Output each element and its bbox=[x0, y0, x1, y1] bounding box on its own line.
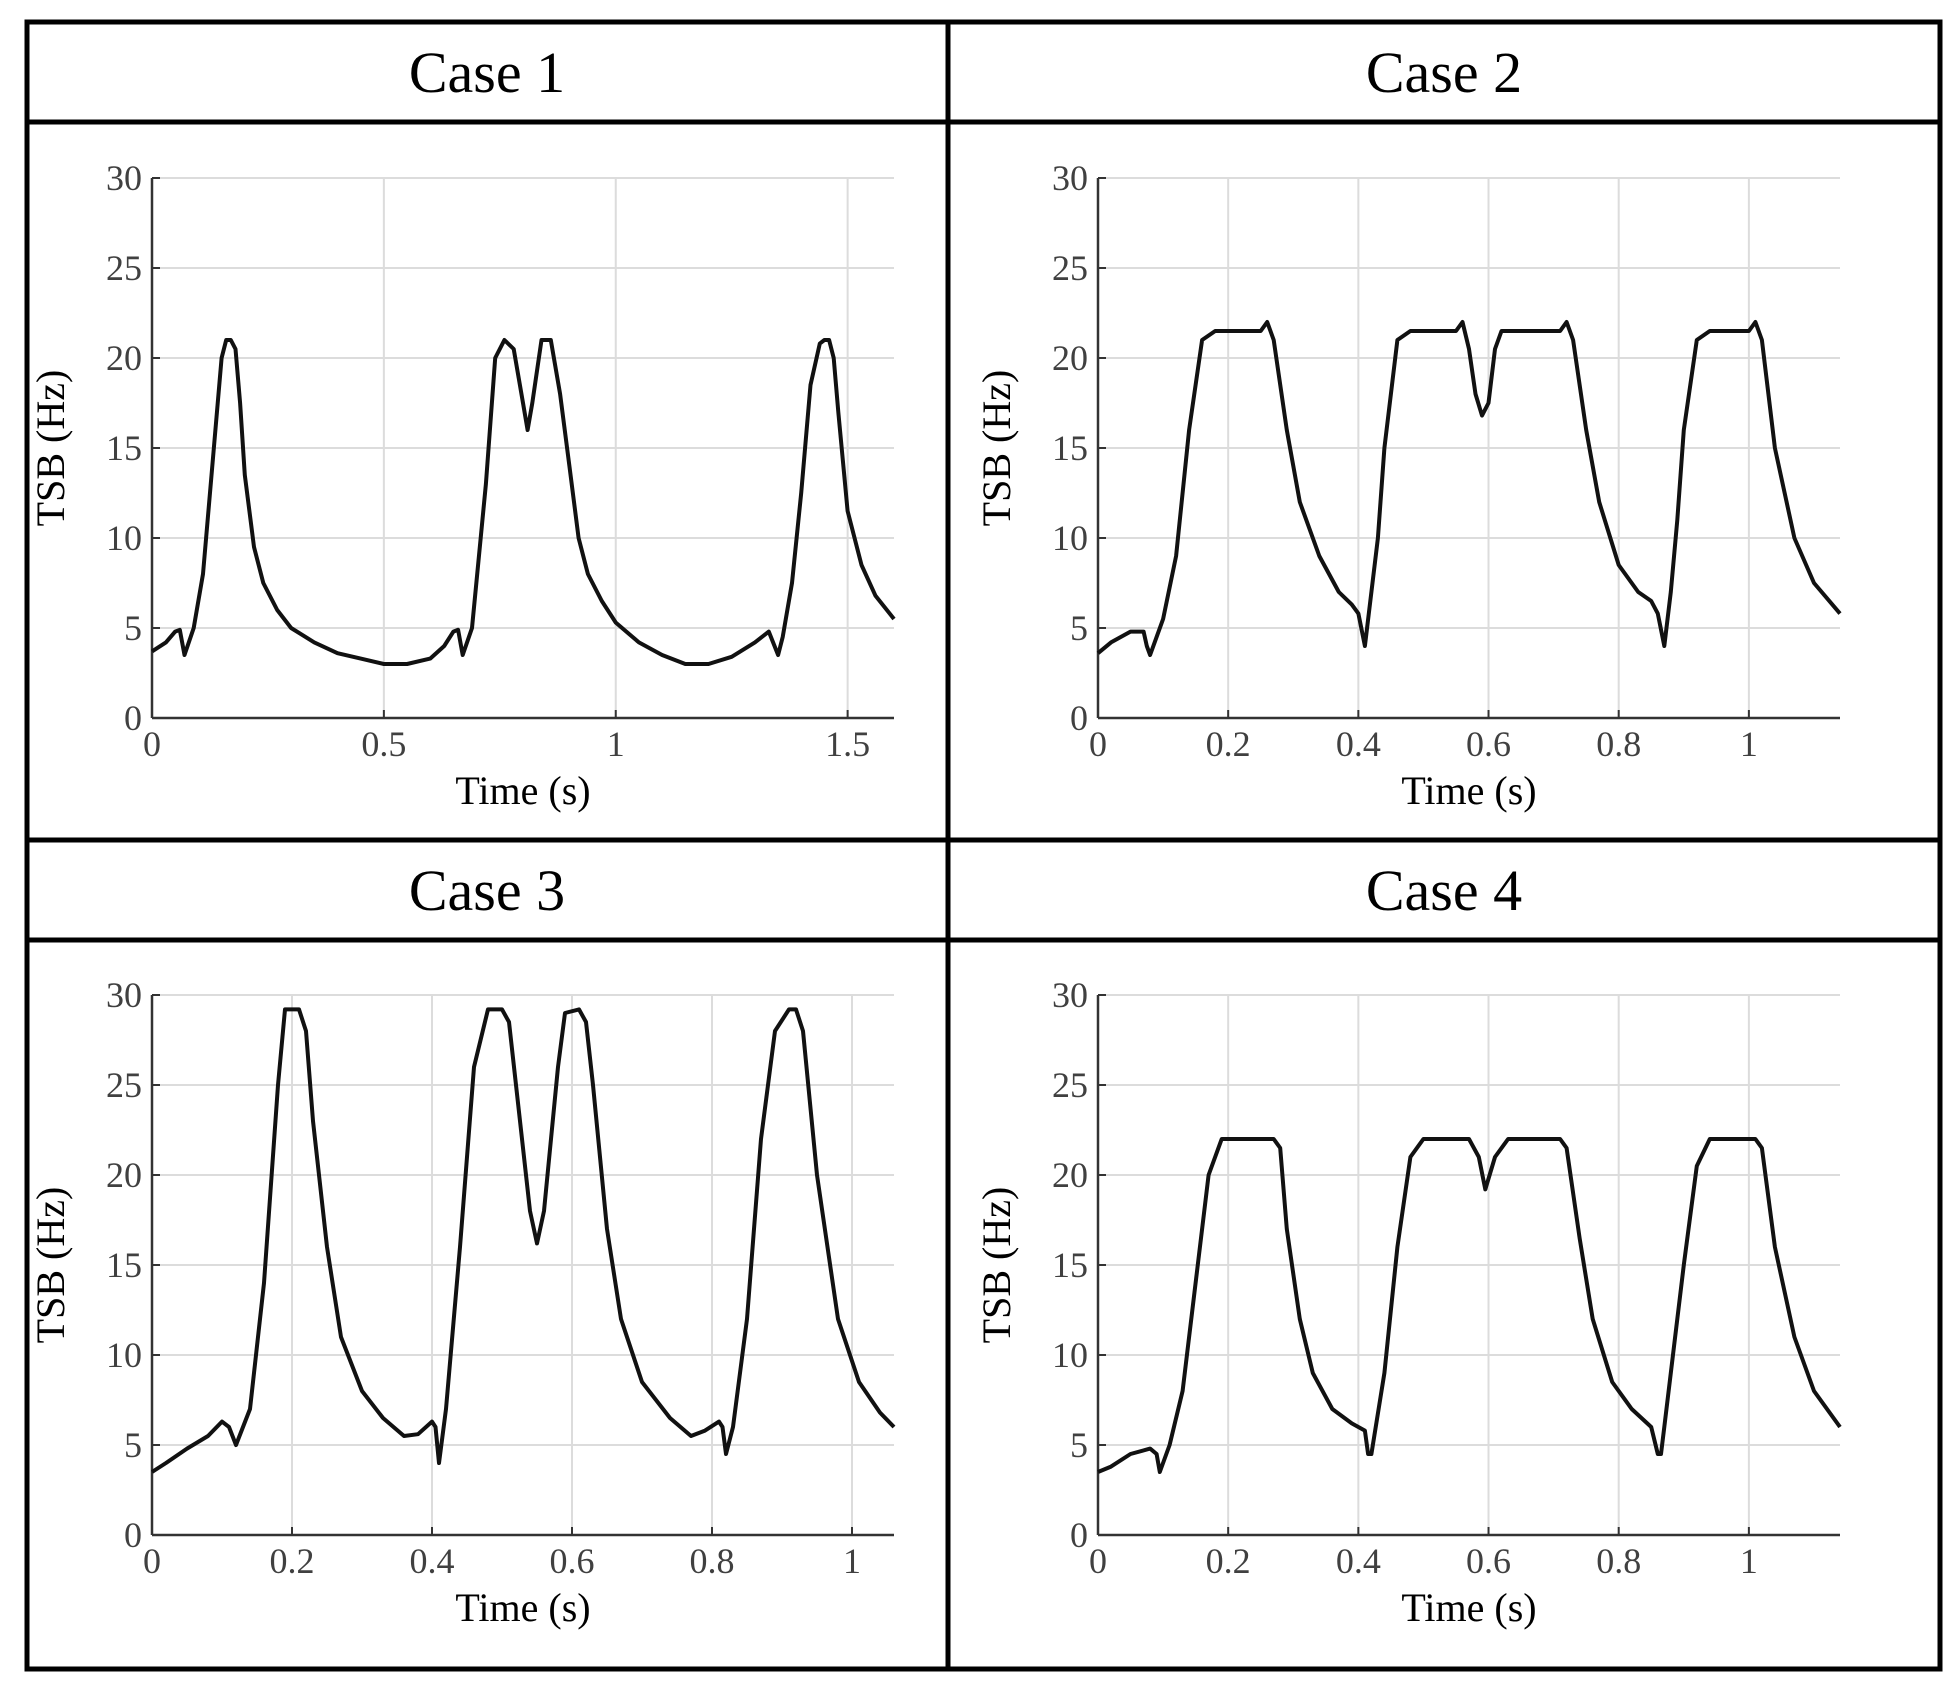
case3-x-axis-label: Time (s) bbox=[455, 1585, 590, 1630]
case1-x-axis-label: Time (s) bbox=[455, 768, 590, 813]
case2-y-tick-label: 0 bbox=[1070, 698, 1088, 738]
case2-y-tick-label: 15 bbox=[1052, 428, 1088, 468]
case1-x-tick-label: 0 bbox=[143, 724, 161, 764]
case3-x-tick-label: 1 bbox=[843, 1541, 861, 1581]
case1-y-tick-label: 15 bbox=[106, 428, 142, 468]
case3-x-tick-label: 0.4 bbox=[410, 1541, 455, 1581]
case1-x-tick-label: 1.5 bbox=[825, 724, 870, 764]
case4-y-axis-label: TSB (Hz) bbox=[974, 1187, 1019, 1344]
case2-y-tick-label: 10 bbox=[1052, 518, 1088, 558]
case3-x-tick-label: 0 bbox=[143, 1541, 161, 1581]
case4-x-axis-label: Time (s) bbox=[1401, 1585, 1536, 1630]
case2-series-line bbox=[1096, 320, 1842, 657]
case4-x-tick-label: 0.8 bbox=[1596, 1541, 1641, 1581]
case1-series-line bbox=[150, 338, 896, 666]
case1-y-tick-label: 20 bbox=[106, 338, 142, 378]
case2-x-tick-label: 0.2 bbox=[1206, 724, 1251, 764]
case4-y-tick-label: 30 bbox=[1052, 975, 1088, 1015]
case2-x-tick-label: 0.6 bbox=[1466, 724, 1511, 764]
case2-x-tick-label: 1 bbox=[1740, 724, 1758, 764]
case3-y-tick-label: 5 bbox=[124, 1425, 142, 1465]
case2-x-axis-label: Time (s) bbox=[1401, 768, 1536, 813]
case2-title: Case 2 bbox=[1366, 40, 1522, 105]
case4-x-tick-label: 0.4 bbox=[1336, 1541, 1381, 1581]
case2-x-tick-label: 0.8 bbox=[1596, 724, 1641, 764]
case1-title: Case 1 bbox=[409, 40, 565, 105]
case4-series-line bbox=[1097, 1137, 1842, 1474]
outer-frame bbox=[24, 19, 1943, 1672]
case4-y-tick-label: 25 bbox=[1052, 1065, 1088, 1105]
case2-y-tick-label: 25 bbox=[1052, 248, 1088, 288]
case4-x-tick-label: 0.2 bbox=[1206, 1541, 1251, 1581]
case1-y-axis-label: TSB (Hz) bbox=[28, 370, 73, 527]
case1-x-tick-label: 0.5 bbox=[361, 724, 406, 764]
case3-y-tick-label: 25 bbox=[106, 1065, 142, 1105]
case3-y-tick-label: 30 bbox=[106, 975, 142, 1015]
case3-title: Case 3 bbox=[409, 858, 565, 923]
case3-y-tick-label: 0 bbox=[124, 1515, 142, 1555]
case4-x-tick-label: 0 bbox=[1089, 1541, 1107, 1581]
case3-series-line bbox=[150, 1007, 896, 1474]
case4-title: Case 4 bbox=[1366, 858, 1522, 923]
case2-y-tick-label: 30 bbox=[1052, 158, 1088, 198]
case3-x-tick-label: 0.8 bbox=[690, 1541, 735, 1581]
case3-x-tick-label: 0.2 bbox=[270, 1541, 315, 1581]
case4-y-tick-label: 5 bbox=[1070, 1425, 1088, 1465]
case2-y-tick-label: 20 bbox=[1052, 338, 1088, 378]
case1-x-tick-label: 1 bbox=[607, 724, 625, 764]
case4-x-tick-label: 1 bbox=[1740, 1541, 1758, 1581]
case3-y-axis-label: TSB (Hz) bbox=[28, 1187, 73, 1344]
case2-x-tick-label: 0 bbox=[1089, 724, 1107, 764]
case3-y-tick-label: 15 bbox=[106, 1245, 142, 1285]
case4-y-tick-label: 20 bbox=[1052, 1155, 1088, 1195]
case2-y-tick-label: 5 bbox=[1070, 608, 1088, 648]
case1-y-tick-label: 5 bbox=[124, 608, 142, 648]
case2-y-axis-label: TSB (Hz) bbox=[974, 370, 1019, 527]
case3-y-tick-label: 10 bbox=[106, 1335, 142, 1375]
case4-y-tick-label: 0 bbox=[1070, 1515, 1088, 1555]
case4-x-tick-label: 0.6 bbox=[1466, 1541, 1511, 1581]
case1-y-tick-label: 25 bbox=[106, 248, 142, 288]
case1-y-tick-label: 30 bbox=[106, 158, 142, 198]
case1-plot: 0 0.5 1 1.5 0 5 10 15 20 25 30 Time (s) TSB (Hz) bbox=[28, 158, 896, 813]
case1-y-tick-label: 10 bbox=[106, 518, 142, 558]
case2-x-tick-label: 0.4 bbox=[1336, 724, 1381, 764]
case1-y-tick-label: 0 bbox=[124, 698, 142, 738]
case3-x-tick-label: 0.6 bbox=[550, 1541, 595, 1581]
case4-y-tick-label: 10 bbox=[1052, 1335, 1088, 1375]
case4-y-tick-label: 15 bbox=[1052, 1245, 1088, 1285]
case3-y-tick-label: 20 bbox=[106, 1155, 142, 1195]
